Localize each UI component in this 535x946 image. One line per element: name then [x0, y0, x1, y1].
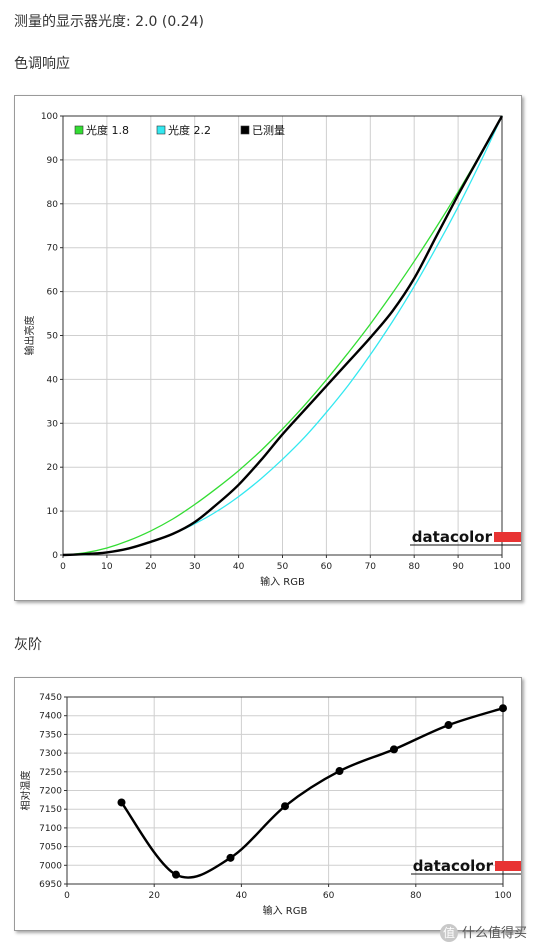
x-tick-label: 30 — [189, 562, 201, 572]
x-axis-title: 输入 RGB — [263, 904, 308, 917]
grayscale-chart: 0 20 40 60 80 100 6950 7000 7050 7100 7150 7200 7250… — [19, 693, 535, 917]
y-tick-label: 50 — [47, 332, 59, 342]
data-point — [499, 704, 507, 713]
tone-response-chart-panel: 0 10 20 30 40 50 60 70 80 90 100 0 10 20 30 40 50 60 70 80 9… — [14, 95, 535, 601]
legend-label: 光度 2.2 — [168, 123, 211, 137]
data-point — [117, 798, 126, 807]
legend-swatch — [74, 125, 84, 135]
x-axis-title: 输入 RGB — [260, 575, 305, 588]
x-tick-label: 40 — [236, 891, 248, 901]
x-tick-label: 10 — [101, 562, 113, 572]
y-tick-label: 100 — [41, 112, 58, 122]
grayscale-section-title: 灰阶 — [14, 637, 42, 653]
y-tick-label: 70 — [47, 244, 59, 254]
y-tick-label: 80 — [47, 200, 59, 210]
x-tick-label: 100 — [493, 562, 510, 572]
grid-lines — [66, 696, 504, 885]
y-tick-label: 60 — [47, 288, 59, 298]
series-line-1 — [120, 707, 504, 879]
legend-swatch — [240, 125, 250, 135]
y-tick-label: 90 — [47, 156, 59, 166]
grid-lines — [62, 115, 503, 556]
x-tick-label: 90 — [452, 562, 464, 572]
x-tick-label: 80 — [408, 562, 420, 572]
y-tick-label: 0 — [52, 551, 58, 561]
x-tick-label: 60 — [321, 562, 333, 572]
datacolor-logo-bar — [495, 861, 535, 871]
x-tick-label: 70 — [365, 562, 377, 572]
watermark-text: 什么值得买 — [461, 925, 527, 941]
data-point — [281, 802, 289, 811]
grayscale-chart-panel: 0 20 40 60 80 100 6950 7000 7050 7100 7150 7200 7250… — [14, 677, 535, 931]
y-tick-label: 7250 — [39, 768, 62, 778]
data-point — [172, 870, 180, 879]
y-axis-title: 相对温度 — [19, 771, 32, 811]
y-tick-label: 40 — [47, 375, 59, 385]
y-tick-label: 7000 — [39, 861, 62, 871]
y-tick-label: 6950 — [39, 880, 62, 890]
y-tick-label: 30 — [47, 419, 59, 429]
y-axis-title: 输出亮度 — [23, 316, 36, 356]
watermark-badge-icon: 值 — [439, 924, 458, 942]
x-tick-label: 100 — [494, 891, 511, 901]
data-point — [335, 767, 344, 776]
x-tick-label: 40 — [233, 562, 245, 572]
legend-swatch — [156, 125, 166, 135]
legend-label: 光度 1.8 — [86, 123, 129, 137]
datacolor-logo: datacolor — [413, 857, 494, 875]
y-tick-label: 7300 — [39, 749, 62, 759]
watermark: 值什么值得买 — [439, 922, 527, 942]
x-tick-label: 0 — [60, 562, 66, 572]
y-tick-label: 7350 — [39, 730, 62, 740]
x-tick-label: 80 — [410, 891, 422, 901]
x-tick-label: 0 — [64, 891, 70, 901]
datacolor-logo-bar — [494, 532, 535, 542]
x-tick-label: 20 — [148, 891, 160, 901]
x-tick-label: 60 — [323, 891, 335, 901]
x-tick-label: 50 — [277, 562, 289, 572]
y-tick-label: 10 — [47, 507, 59, 517]
legend-label: 已测量 — [252, 124, 285, 137]
data-point — [444, 721, 453, 730]
y-tick-label: 7150 — [39, 805, 62, 815]
measured-gamma-label: 测量的显示器光度: 2.0 (0.24) — [14, 14, 204, 30]
y-tick-label: 7450 — [39, 693, 62, 703]
series-line-1 — [62, 115, 503, 556]
y-tick-label: 7100 — [39, 824, 62, 834]
y-tick-label: 7400 — [39, 712, 62, 722]
tone-response-chart: 0 10 20 30 40 50 60 70 80 90 100 0 10 20 30 40 50 60 70 80 9… — [23, 112, 535, 588]
data-point — [390, 745, 398, 754]
y-tick-label: 7200 — [39, 787, 62, 797]
series-line-3 — [62, 115, 504, 557]
tone-response-section-title: 色调响应 — [14, 56, 70, 72]
datacolor-logo: datacolor — [412, 528, 493, 546]
x-tick-label: 20 — [145, 562, 157, 572]
y-tick-label: 7050 — [39, 843, 62, 853]
y-tick-label: 20 — [47, 463, 59, 473]
data-point — [226, 853, 235, 862]
